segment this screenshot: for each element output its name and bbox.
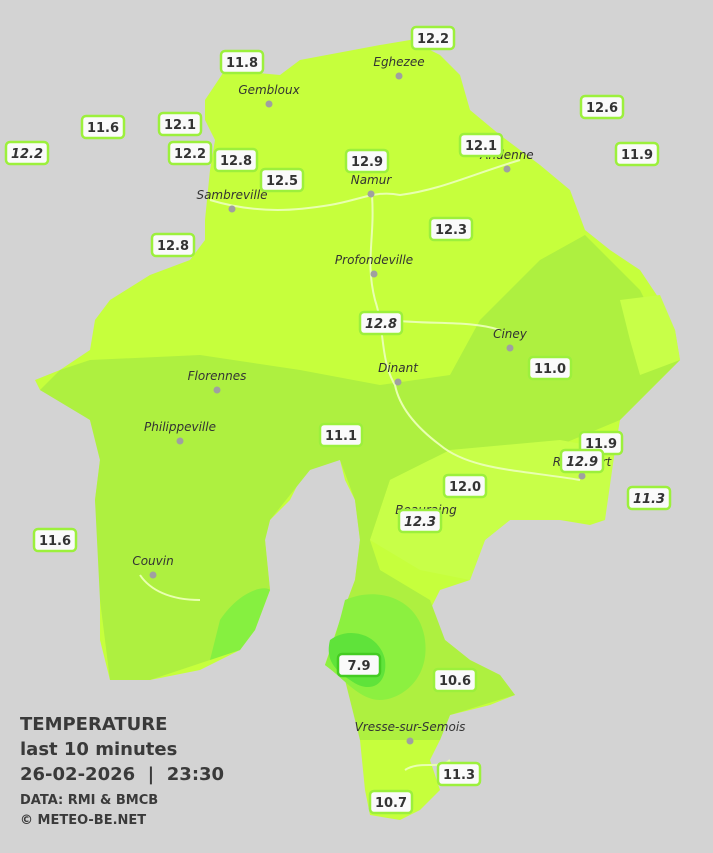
station-box: [32, 527, 78, 553]
station-box: [432, 667, 478, 693]
station-box: [397, 508, 443, 534]
station-value: 11.0: [534, 362, 566, 377]
town-dot: [406, 737, 414, 745]
station-value: 12.5: [266, 174, 298, 189]
station-box: [167, 140, 213, 166]
station-value: 12.0: [449, 480, 481, 495]
station-value: 12.3: [435, 223, 467, 238]
town-dot: [395, 72, 403, 80]
station-value: 12.8: [365, 317, 397, 332]
station-box: [219, 49, 265, 75]
town-name: Gembloux: [238, 83, 300, 97]
town-dot: [149, 571, 157, 579]
station-box: [4, 140, 50, 166]
station-box: [614, 141, 660, 167]
station-value: 12.2: [174, 147, 206, 162]
town-name: Profondeville: [335, 253, 413, 267]
town-name: Couvin: [132, 554, 173, 568]
caption-credit: © METEO-BE.NET: [20, 813, 146, 828]
town-dot: [228, 205, 236, 213]
station-box: [458, 132, 504, 158]
station-value: 12.8: [157, 239, 189, 254]
station-value: 12.2: [11, 147, 43, 162]
station-value: 11.3: [443, 768, 475, 783]
station-value: 7.9: [347, 659, 370, 674]
station-value: 11.9: [585, 437, 617, 452]
station-value: 12.9: [566, 455, 598, 470]
station-box: [150, 232, 196, 258]
station-box: [213, 147, 259, 173]
station-value: 11.1: [325, 429, 357, 444]
station-value: 11.8: [226, 56, 258, 71]
station-value: 11.6: [87, 121, 119, 136]
town-dot: [265, 100, 273, 108]
station-box: [157, 111, 203, 137]
town-dot: [394, 378, 402, 386]
station-box: [318, 422, 364, 448]
town-name: Namur: [351, 173, 393, 187]
station-box: [410, 25, 456, 51]
town-dot: [213, 386, 221, 394]
station-value: 12.6: [586, 101, 618, 116]
town-dot: [370, 270, 378, 278]
station-value: 10.6: [439, 674, 471, 689]
station-value: 12.1: [465, 139, 497, 154]
town-name: Ciney: [493, 327, 528, 341]
station-value: 12.1: [164, 118, 196, 133]
town-name: Eghezee: [373, 55, 424, 69]
station-box: [358, 310, 404, 336]
station-box: [442, 473, 488, 499]
town-dot: [176, 437, 184, 445]
caption-subtitle: last 10 minutes: [20, 739, 177, 760]
town-dot: [367, 190, 375, 198]
station-box: [336, 652, 382, 678]
station-value: 12.8: [220, 154, 252, 169]
station-box: [626, 485, 672, 511]
station-box: [527, 355, 573, 381]
station-value: 10.7: [375, 796, 407, 811]
station-value: 11.3: [633, 492, 665, 507]
town-name: Philippeville: [144, 420, 216, 434]
town-name: Dinant: [378, 361, 419, 375]
caption-datetime: 26-02-2026 | 23:30: [20, 764, 224, 785]
station-box: [579, 94, 625, 120]
station-value: 12.2: [417, 32, 449, 47]
town-name: Florennes: [188, 369, 247, 383]
station-value: 12.9: [351, 155, 383, 170]
station-box: [259, 167, 305, 193]
station-value: 11.6: [39, 534, 71, 549]
town-name: Sambreville: [196, 188, 267, 202]
caption-title: TEMPERATURE: [20, 714, 167, 735]
station-box: [368, 789, 414, 815]
town-dot: [578, 472, 586, 480]
station-value: 11.9: [621, 148, 653, 163]
station-box: [344, 148, 390, 174]
station-box: [559, 448, 605, 474]
station-box: [436, 761, 482, 787]
town-dot: [503, 165, 511, 173]
station-box: [428, 216, 474, 242]
town-name: Vresse-sur-Semois: [355, 720, 466, 734]
station-box: [80, 114, 126, 140]
town-dot: [506, 344, 514, 352]
station-value: 12.3: [404, 515, 436, 530]
caption-source: DATA: RMI & BMCB: [20, 793, 158, 808]
